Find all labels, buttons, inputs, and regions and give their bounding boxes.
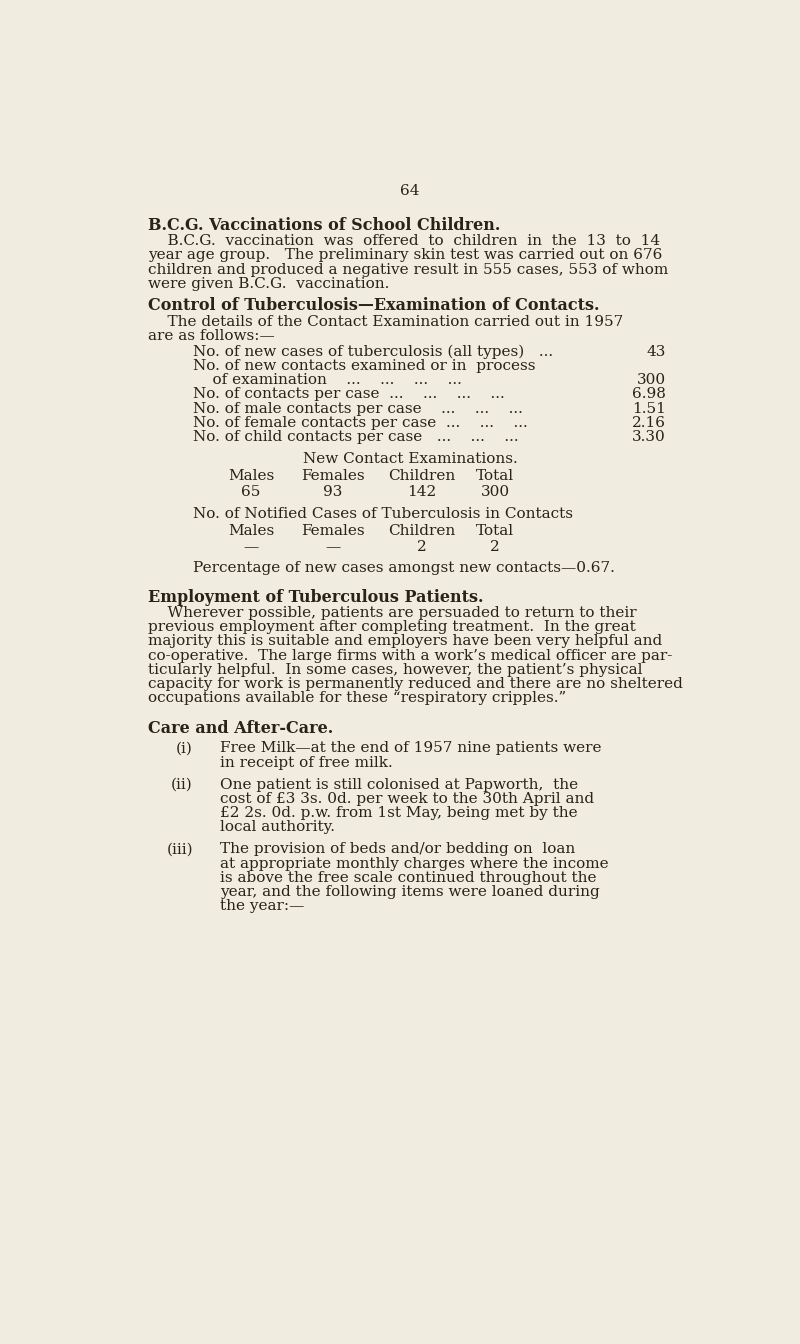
- Text: Percentage of new cases amongst new contacts—0.67.: Percentage of new cases amongst new cont…: [193, 560, 615, 574]
- Text: 142: 142: [407, 485, 436, 499]
- Text: 43: 43: [646, 344, 666, 359]
- Text: 300: 300: [637, 374, 666, 387]
- Text: No. of Notified Cases of Tuberculosis in Contacts: No. of Notified Cases of Tuberculosis in…: [193, 507, 573, 521]
- Text: at appropriate monthly charges where the income: at appropriate monthly charges where the…: [220, 856, 609, 871]
- Text: are as follows:—: are as follows:—: [148, 329, 275, 343]
- Text: Employment of Tuberculous Patients.: Employment of Tuberculous Patients.: [148, 589, 483, 606]
- Text: Children: Children: [388, 469, 455, 484]
- Text: previous employment after completing treatment.  In the great: previous employment after completing tre…: [148, 620, 636, 634]
- Text: occupations available for these “respiratory cripples.”: occupations available for these “respira…: [148, 691, 566, 706]
- Text: Free Milk—at the end of 1957 nine patients were: Free Milk—at the end of 1957 nine patien…: [220, 742, 602, 755]
- Text: No. of new cases of tuberculosis (all types)   ...: No. of new cases of tuberculosis (all ty…: [193, 344, 553, 359]
- Text: (iii): (iii): [166, 843, 193, 856]
- Text: Females: Females: [301, 524, 364, 539]
- Text: is above the free scale continued throughout the: is above the free scale continued throug…: [220, 871, 597, 884]
- Text: Care and After-Care.: Care and After-Care.: [148, 719, 334, 737]
- Text: Wherever possible, patients are persuaded to return to their: Wherever possible, patients are persuade…: [148, 606, 637, 620]
- Text: children and produced a negative result in 555 cases, 553 of whom: children and produced a negative result …: [148, 262, 668, 277]
- Text: year, and the following items were loaned during: year, and the following items were loane…: [220, 886, 600, 899]
- Text: Males: Males: [228, 469, 274, 484]
- Text: 3.30: 3.30: [632, 430, 666, 444]
- Text: No. of new contacts examined or in  process: No. of new contacts examined or in proce…: [193, 359, 535, 372]
- Text: co-operative.  The large firms with a work’s medical officer are par-: co-operative. The large firms with a wor…: [148, 649, 673, 663]
- Text: 6.98: 6.98: [632, 387, 666, 402]
- Text: 2.16: 2.16: [632, 415, 666, 430]
- Text: 300: 300: [481, 485, 510, 499]
- Text: Total: Total: [476, 524, 514, 539]
- Text: £2 2s. 0d. p.w. from 1st May, being met by the: £2 2s. 0d. p.w. from 1st May, being met …: [220, 806, 578, 820]
- Text: Control of Tuberculosis—Examination of Contacts.: Control of Tuberculosis—Examination of C…: [148, 297, 599, 314]
- Text: (i): (i): [176, 742, 193, 755]
- Text: Females: Females: [301, 469, 364, 484]
- Text: No. of contacts per case  ...    ...    ...    ...: No. of contacts per case ... ... ... ...: [193, 387, 505, 402]
- Text: 64: 64: [400, 184, 420, 199]
- Text: capacity for work is permanently reduced and there are no sheltered: capacity for work is permanently reduced…: [148, 677, 683, 691]
- Text: B.C.G.  vaccination  was  offered  to  children  in  the  13  to  14: B.C.G. vaccination was offered to childr…: [148, 234, 660, 249]
- Text: 65: 65: [242, 485, 261, 499]
- Text: 2: 2: [417, 540, 426, 554]
- Text: One patient is still colonised at Papworth,  the: One patient is still colonised at Papwor…: [220, 778, 578, 792]
- Text: 93: 93: [323, 485, 342, 499]
- Text: The provision of beds and/or bedding on  loan: The provision of beds and/or bedding on …: [220, 843, 575, 856]
- Text: in receipt of free milk.: in receipt of free milk.: [220, 755, 393, 770]
- Text: Children: Children: [388, 524, 455, 539]
- Text: Total: Total: [476, 469, 514, 484]
- Text: The details of the Contact Examination carried out in 1957: The details of the Contact Examination c…: [148, 314, 623, 328]
- Text: local authority.: local authority.: [220, 820, 335, 835]
- Text: B.C.G. Vaccinations of School Children.: B.C.G. Vaccinations of School Children.: [148, 216, 501, 234]
- Text: —: —: [325, 540, 340, 554]
- Text: Males: Males: [228, 524, 274, 539]
- Text: cost of £3 3s. 0d. per week to the 30th April and: cost of £3 3s. 0d. per week to the 30th …: [220, 792, 594, 806]
- Text: the year:—: the year:—: [220, 899, 305, 914]
- Text: 1.51: 1.51: [632, 402, 666, 415]
- Text: —: —: [243, 540, 258, 554]
- Text: New Contact Examinations.: New Contact Examinations.: [302, 452, 518, 466]
- Text: ticularly helpful.  In some cases, however, the patient’s physical: ticularly helpful. In some cases, howeve…: [148, 663, 642, 677]
- Text: (ii): (ii): [171, 778, 193, 792]
- Text: No. of female contacts per case  ...    ...    ...: No. of female contacts per case ... ... …: [193, 415, 528, 430]
- Text: 2: 2: [490, 540, 500, 554]
- Text: No. of child contacts per case   ...    ...    ...: No. of child contacts per case ... ... .…: [193, 430, 518, 444]
- Text: majority this is suitable and employers have been very helpful and: majority this is suitable and employers …: [148, 634, 662, 648]
- Text: No. of male contacts per case    ...    ...    ...: No. of male contacts per case ... ... ..…: [193, 402, 523, 415]
- Text: year age group.   The preliminary skin test was carried out on 676: year age group. The preliminary skin tes…: [148, 249, 662, 262]
- Text: were given B.C.G.  vaccination.: were given B.C.G. vaccination.: [148, 277, 390, 290]
- Text: of examination    ...    ...    ...    ...: of examination ... ... ... ...: [193, 374, 462, 387]
